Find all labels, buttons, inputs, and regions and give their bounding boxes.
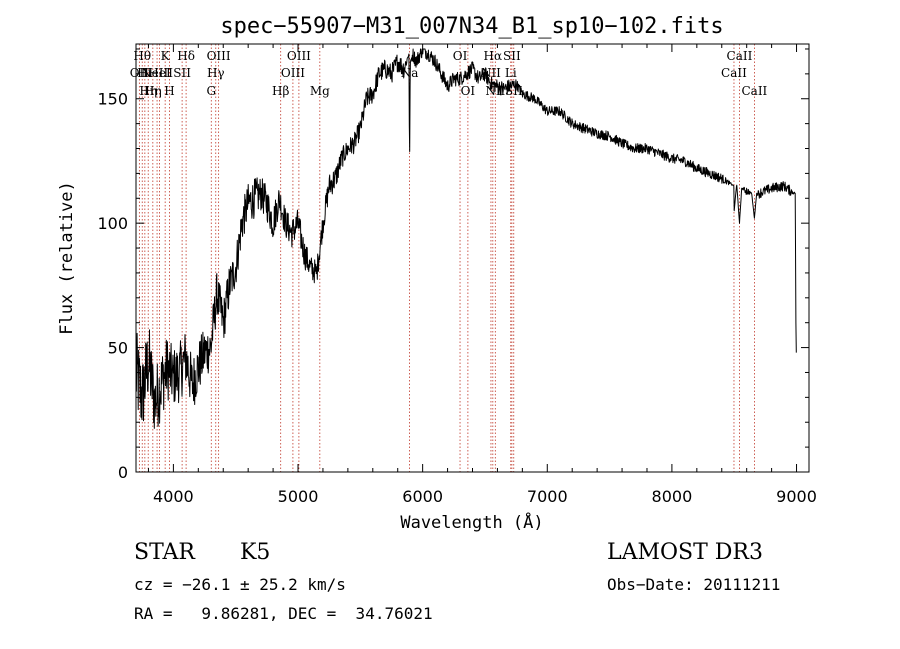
x-tick-label: 4000 [153,487,194,506]
spectral-line-label: SII [173,66,191,80]
x-tick-label: 5000 [278,487,319,506]
survey-name: LAMOST DR3 [607,540,763,565]
spectral-line-label: Mg [310,84,330,98]
spectral-line-label: CaII [741,84,767,98]
spectral-line-label: Hη [144,84,162,98]
spectral-line-label: NeIII [141,66,173,80]
spectral-line-label: K [161,49,171,63]
x-tick-label: 9000 [776,487,817,506]
y-tick-label: 100 [97,214,128,233]
spectral-line-label: CaII [721,66,747,80]
spectral-line-label: Hη [139,84,157,98]
object-class: STAR [134,540,196,565]
redshift-info: cz = −26.1 ± 25.2 km/s [134,575,346,594]
spectral-line-label: Hα [484,49,503,63]
y-axis: 0 50 100 150 [97,48,809,482]
spectral-line-label: G [206,84,216,98]
spectral-line-label: Hδ [177,49,195,63]
x-tick-label: 8000 [652,487,693,506]
spectral-line-label: OI [453,49,468,63]
coordinates-info: RA = 9.86281, DEC = 34.76021 [134,604,433,623]
y-axis-label: Flux (relative) [57,181,77,335]
spectral-line-label: OI [461,84,476,98]
spectral-line-label: Hγ [207,66,225,80]
chart-title: spec−55907−M31_007N34_B1_sp10−102.fits [220,14,723,39]
spectral-line-label: OIII [287,49,311,63]
spectrum-series-line [135,48,797,429]
spectral-line-label: Hθ [133,49,151,63]
x-axis-label: Wavelength (Å) [400,511,543,533]
spectral-line-label: CaII [727,49,753,63]
y-tick-label: 0 [118,463,128,482]
spectral-line-markers [138,44,755,472]
y-tick-label: 150 [97,90,128,109]
x-tick-label: 7000 [527,487,568,506]
spectral-line-label: OII [130,66,150,80]
y-tick-label: 50 [108,339,128,358]
spectral-line-label: HeI [148,66,171,80]
spectral-line-label: H [164,84,174,98]
spectral-line-label: OIII [207,49,231,63]
spectral-line-label: Hι [137,66,152,80]
object-subclass: K5 [240,540,270,565]
spectral-line-label: Li [505,66,517,80]
spectral-line-label: OIII [281,66,305,80]
x-axis: 4000 5000 6000 7000 8000 9000 [147,44,817,506]
spectral-line-label: SII [503,49,521,63]
x-tick-label: 6000 [402,487,443,506]
spectral-line-label: Hβ [272,84,289,98]
obs-date-info: Obs−Date: 20111211 [607,575,780,594]
